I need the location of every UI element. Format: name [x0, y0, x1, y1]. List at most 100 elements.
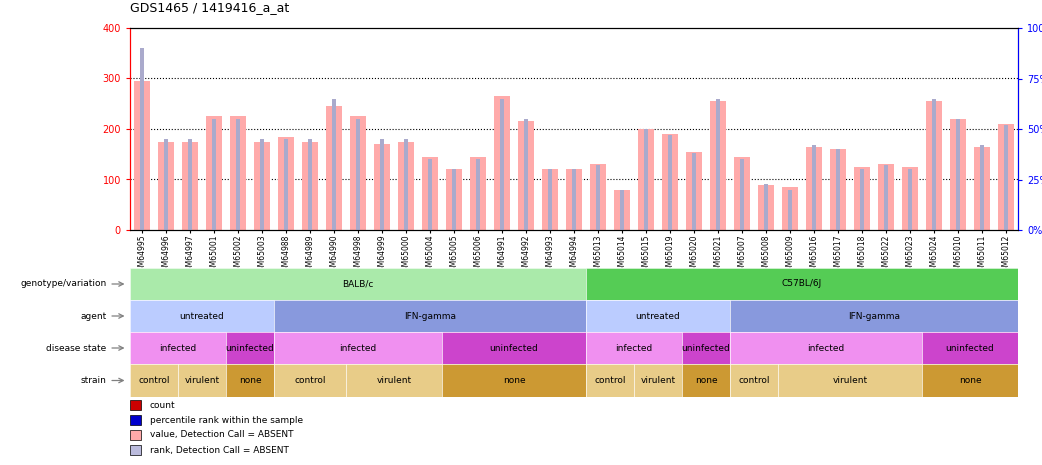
Bar	[213, 119, 216, 230]
Bar	[711, 101, 726, 230]
Bar	[878, 164, 894, 230]
Bar	[687, 152, 702, 230]
Bar	[380, 139, 383, 230]
Bar	[902, 167, 918, 230]
Bar	[141, 48, 144, 230]
Text: none: none	[695, 376, 717, 385]
Bar	[668, 135, 672, 230]
Bar	[428, 159, 431, 230]
Bar	[740, 159, 744, 230]
Bar	[909, 169, 912, 230]
Text: percentile rank within the sample: percentile rank within the sample	[150, 416, 303, 425]
Bar	[189, 139, 192, 230]
Bar	[692, 153, 696, 230]
Bar	[476, 159, 479, 230]
Text: IFN-gamma: IFN-gamma	[848, 312, 900, 320]
Bar	[350, 116, 366, 230]
Bar	[788, 190, 792, 230]
Text: none: none	[959, 376, 982, 385]
Bar	[663, 134, 677, 230]
Text: BALB/c: BALB/c	[343, 279, 374, 288]
Text: strain: strain	[80, 376, 106, 385]
Bar	[590, 164, 605, 230]
Text: value, Detection Call = ABSENT: value, Detection Call = ABSENT	[150, 431, 293, 439]
Text: uninfected: uninfected	[226, 344, 274, 352]
Text: GDS1465 / 1419416_a_at: GDS1465 / 1419416_a_at	[130, 1, 290, 14]
Bar	[830, 149, 846, 230]
Bar	[998, 124, 1014, 230]
Text: infected: infected	[340, 344, 376, 352]
Bar	[398, 142, 414, 230]
Bar	[548, 169, 552, 230]
Bar	[404, 139, 407, 230]
Text: IFN-gamma: IFN-gamma	[404, 312, 456, 320]
Bar	[836, 149, 840, 230]
Bar	[638, 129, 653, 230]
Text: C57BL/6J: C57BL/6J	[782, 279, 822, 288]
Bar	[422, 157, 438, 230]
Text: none: none	[502, 376, 525, 385]
Bar	[518, 121, 534, 230]
Bar	[326, 106, 342, 230]
Text: uninfected: uninfected	[490, 344, 539, 352]
Text: infected: infected	[808, 344, 845, 352]
Text: genotype/variation: genotype/variation	[21, 279, 106, 288]
Bar	[764, 184, 768, 230]
Bar	[620, 190, 624, 230]
Text: virulent: virulent	[184, 376, 220, 385]
Bar	[165, 139, 168, 230]
Text: virulent: virulent	[376, 376, 412, 385]
Bar	[470, 157, 486, 230]
Bar	[861, 169, 864, 230]
Bar	[812, 145, 816, 230]
Text: untreated: untreated	[179, 312, 224, 320]
Bar	[542, 169, 557, 230]
Bar	[278, 137, 294, 230]
Bar	[572, 169, 576, 230]
Bar	[452, 169, 455, 230]
Bar	[206, 116, 222, 230]
Bar	[1004, 125, 1008, 230]
Bar	[614, 190, 629, 230]
Bar	[332, 99, 336, 230]
Bar	[260, 139, 264, 230]
Bar	[885, 166, 888, 230]
Bar	[644, 129, 648, 230]
Text: none: none	[239, 376, 262, 385]
Bar	[374, 144, 390, 230]
Bar	[524, 119, 528, 230]
Bar	[759, 185, 774, 230]
Bar	[494, 96, 510, 230]
Bar	[854, 167, 870, 230]
Text: control: control	[294, 376, 326, 385]
Text: untreated: untreated	[636, 312, 680, 320]
Bar	[974, 146, 990, 230]
Bar	[134, 81, 150, 230]
Bar	[302, 142, 318, 230]
Bar	[735, 157, 750, 230]
Text: count: count	[150, 400, 175, 410]
Bar	[807, 146, 822, 230]
Bar	[926, 101, 942, 230]
Text: agent: agent	[80, 312, 106, 320]
Bar	[158, 142, 174, 230]
Text: control: control	[738, 376, 770, 385]
Bar	[981, 145, 984, 230]
Bar	[957, 119, 960, 230]
Text: disease state: disease state	[46, 344, 106, 352]
Bar	[783, 187, 798, 230]
Bar	[237, 119, 240, 230]
Bar	[596, 166, 600, 230]
Text: virulent: virulent	[833, 376, 868, 385]
Bar	[356, 119, 359, 230]
Bar	[933, 99, 936, 230]
Text: control: control	[139, 376, 170, 385]
Bar	[182, 142, 198, 230]
Text: control: control	[594, 376, 626, 385]
Bar	[308, 139, 312, 230]
Bar	[500, 99, 503, 230]
Text: uninfected: uninfected	[946, 344, 994, 352]
Bar	[446, 169, 462, 230]
Bar	[230, 116, 246, 230]
Text: uninfected: uninfected	[681, 344, 730, 352]
